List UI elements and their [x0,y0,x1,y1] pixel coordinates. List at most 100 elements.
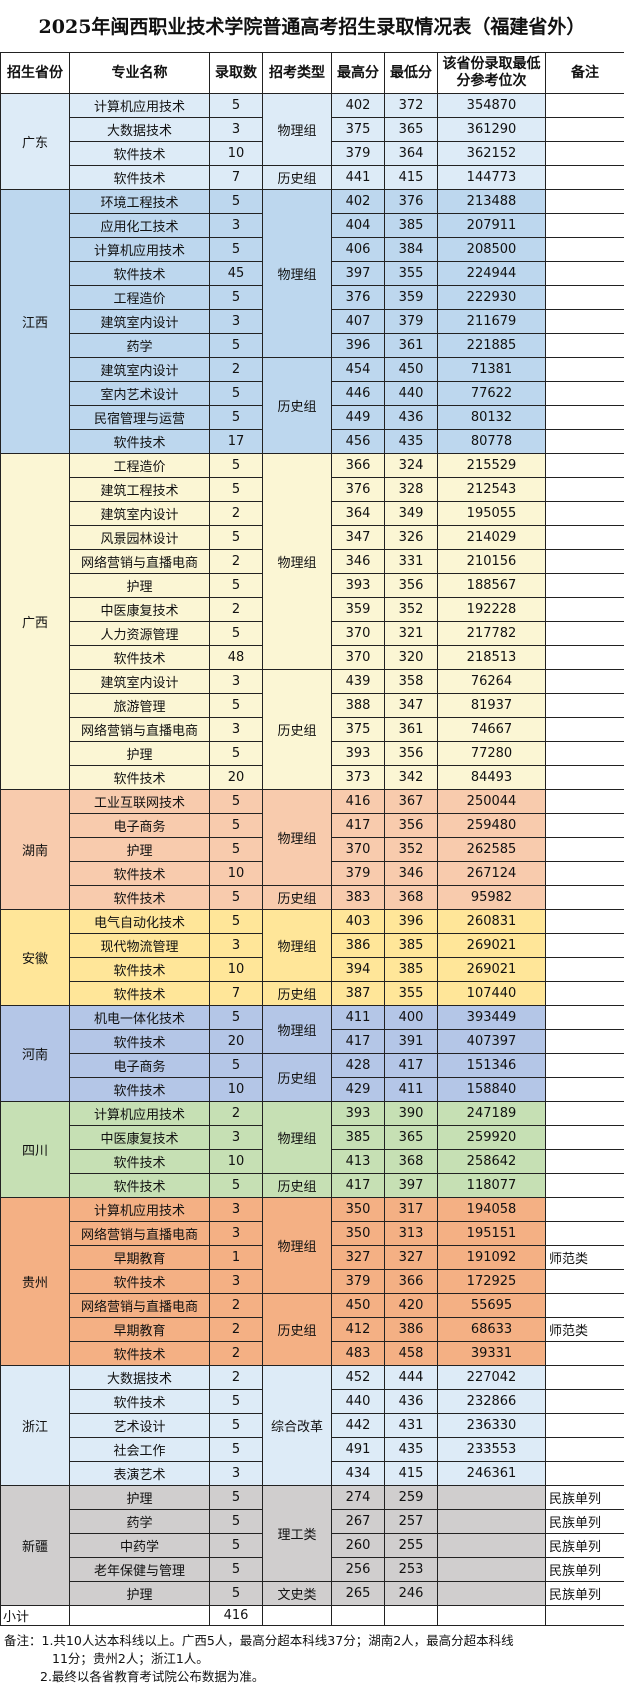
max-score: 456 [331,429,385,454]
max-score: 370 [331,621,385,646]
min-score: 368 [384,885,438,910]
remark [545,741,624,766]
min-rank: 74667 [437,717,546,742]
header-min-rank: 该省份录取最低分参考位次 [437,52,546,94]
admitted-count: 48 [209,645,263,670]
province-cell: 四川 [0,1101,70,1198]
admitted-count: 5 [209,477,263,502]
major-name: 机电一体化技术 [69,1005,210,1030]
admitted-count: 3 [209,213,263,238]
table-row: 护理 5 文史类 265 246 民族单列 [0,1581,624,1606]
max-score: 386 [331,933,385,958]
min-score: 324 [384,453,438,478]
remark [545,789,624,814]
major-name: 风景园林设计 [69,525,210,550]
major-name: 中医康复技术 [69,1125,210,1150]
min-rank: 151346 [437,1053,546,1078]
admitted-count: 1 [209,1245,263,1270]
remark: 民族单列 [545,1557,624,1582]
major-name: 艺术设计 [69,1413,210,1438]
admitted-count: 5 [209,237,263,262]
max-score: 375 [331,717,385,742]
remark: 民族单列 [545,1509,624,1534]
min-rank [437,1533,546,1558]
min-score: 246 [384,1581,438,1606]
admitted-count: 10 [209,861,263,886]
admitted-count: 20 [209,1029,263,1054]
min-rank: 158840 [437,1077,546,1102]
min-score: 342 [384,765,438,790]
table-row: 建筑室内设计 2 历史组 454 450 71381 [0,357,624,454]
remark [545,1173,624,1198]
remark [545,405,624,430]
min-score: 444 [384,1365,438,1390]
max-score: 256 [331,1557,385,1582]
exam-type: 物理组 [262,1101,332,1174]
min-score: 317 [384,1197,438,1222]
min-score: 376 [384,189,438,214]
max-score: 327 [331,1245,385,1270]
remark: 民族单列 [545,1533,624,1558]
exam-type: 历史组 [262,981,332,1006]
max-score: 402 [331,93,385,118]
admitted-count: 3 [209,669,263,694]
major-name: 软件技术 [69,1341,210,1366]
remark [545,1197,624,1222]
admitted-count: 5 [209,837,263,862]
major-name: 网络营销与直播电商 [69,1293,210,1318]
min-rank: 194058 [437,1197,546,1222]
remark [545,525,624,550]
note-line: 11分；贵州2人；浙江1人。 [52,1651,209,1666]
min-rank: 258642 [437,1149,546,1174]
min-rank: 361290 [437,117,546,142]
admitted-count: 5 [209,1509,263,1534]
admitted-count: 7 [209,981,263,1006]
min-score: 436 [384,405,438,430]
major-name: 软件技术 [69,429,210,454]
exam-type: 历史组 [262,357,332,454]
min-rank: 195055 [437,501,546,526]
remark [545,501,624,526]
min-rank: 250044 [437,789,546,814]
admitted-count: 3 [209,1197,263,1222]
min-rank: 221885 [437,333,546,358]
province-cell: 湖南 [0,789,70,910]
admitted-count: 10 [209,1077,263,1102]
min-score: 367 [384,789,438,814]
table-row: 早期教育 2 412 386 68633 师范类 [0,1317,624,1342]
empty-cell [69,1605,210,1626]
min-score: 352 [384,597,438,622]
min-score: 450 [384,357,438,382]
table-row: 广西 工程造价 5 物理组 366 324 215529 [0,453,624,790]
exam-type: 历史组 [262,1293,332,1366]
table-row: 网络营销与直播电商 2 历史组 450 420 55695 [0,1293,624,1366]
min-score: 390 [384,1101,438,1126]
admitted-count: 5 [209,741,263,766]
min-rank: 80778 [437,429,546,454]
min-score: 349 [384,501,438,526]
admitted-count: 3 [209,1221,263,1246]
remark [545,621,624,646]
major-name: 计算机应用技术 [69,1197,210,1222]
major-name: 网络营销与直播电商 [69,1221,210,1246]
min-score: 361 [384,717,438,742]
major-name: 软件技术 [69,981,210,1006]
major-name: 软件技术 [69,1389,210,1414]
table-row: 软件技术 5 历史组 417 397 118077 [0,1173,624,1198]
major-name: 软件技术 [69,645,210,670]
remark [545,165,624,190]
note-line: 2.最终以各省教育考试院公布数据为准。 [40,1669,265,1684]
major-name: 软件技术 [69,1173,210,1198]
remark [545,1365,624,1390]
admitted-count: 3 [209,1461,263,1486]
min-score: 328 [384,477,438,502]
admitted-count: 5 [209,189,263,214]
province-cell: 河南 [0,1005,70,1102]
remark [545,861,624,886]
min-rank: 84493 [437,765,546,790]
admitted-count: 2 [209,1101,263,1126]
min-rank: 354870 [437,93,546,118]
header-exam-type: 招考类型 [262,52,332,94]
max-score: 412 [331,1317,385,1342]
remark [545,1389,624,1414]
